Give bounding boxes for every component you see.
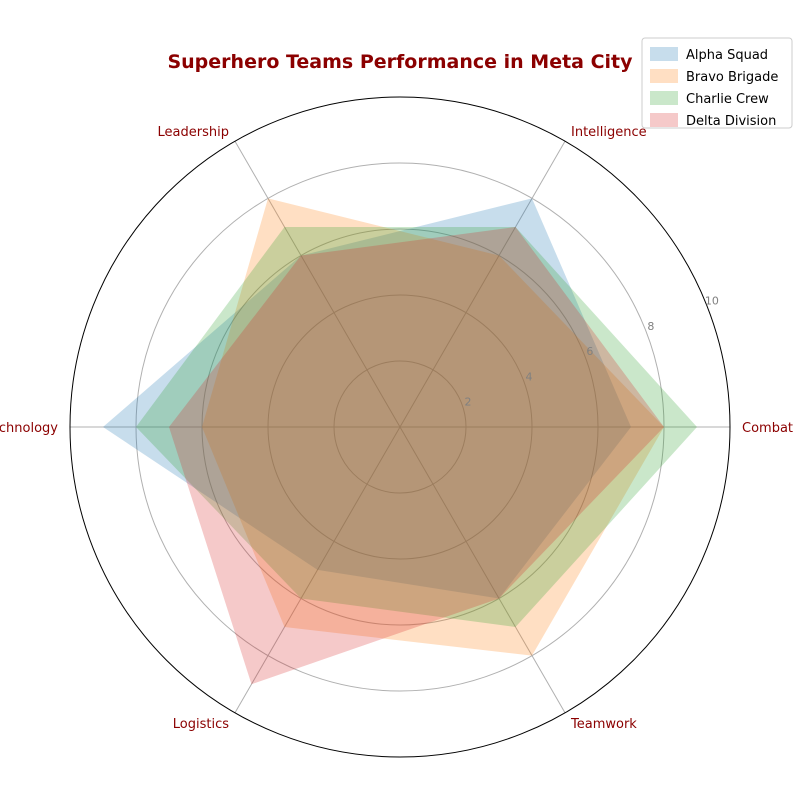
series-area-alpha-squad [103,198,631,599]
legend-swatch [650,69,678,83]
grid-spoke [399,140,566,428]
legend-box [641,37,793,129]
axis-label-technology: Technology [0,421,58,436]
r-tick-label: 2 [464,396,471,409]
grid-spoke [399,426,566,714]
series-area-bravo-brigade [202,198,664,656]
label-layer: 2 4 6 8 10 Combat Intelligence Leadership Techno… [0,125,793,732]
r-tick-label: 6 [586,345,593,358]
r-tick-label: 4 [525,370,532,383]
series-area-delta-division [169,226,664,685]
legend-label: Alpha Squad [686,48,768,63]
legend-swatch [650,113,678,127]
r-tick-label: 8 [647,320,654,333]
legend-label: Bravo Brigade [686,70,778,85]
legend-swatch [650,91,678,105]
grid-spoke [234,140,401,428]
series-area-charlie-crew [136,226,697,628]
grid-layer [69,96,731,758]
axis-label-combat: Combat [742,421,793,436]
r-tick-label: 10 [705,295,719,308]
axis-label-teamwork: Teamwork [570,717,637,732]
axis-label-leadership: Leadership [158,125,229,140]
chart-title: Superhero Teams Performance in Meta City [167,51,633,73]
series-layer [103,198,697,685]
legend-swatch [650,47,678,61]
legend-label: Delta Division [686,114,776,129]
legend-label: Charlie Crew [686,92,769,107]
axis-label-logistics: Logistics [173,717,229,732]
grid-spoke [234,426,401,714]
axis-label-intelligence: Intelligence [571,125,647,140]
outer-frame [69,96,731,758]
legend: Alpha Squad Bravo Brigade Charlie Crew Delt… [641,37,793,129]
